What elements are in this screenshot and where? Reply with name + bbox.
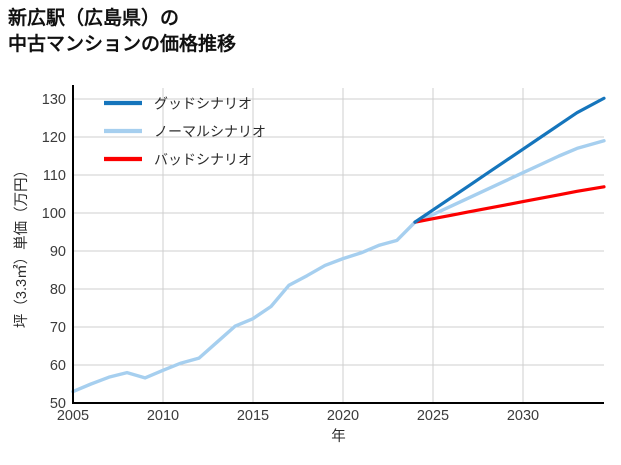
- y-tick-label: 110: [43, 168, 66, 184]
- y-tick-label: 80: [50, 282, 66, 298]
- x-tick-label: 2020: [327, 408, 359, 424]
- legend-label-bad: バッドシナリオ: [154, 152, 252, 168]
- legend-label-normal: ノーマルシナリオ: [154, 124, 266, 140]
- y-tick-label: 90: [50, 244, 66, 260]
- grid-layer: [73, 88, 604, 404]
- y-tick-label: 100: [42, 206, 66, 222]
- x-tick-label: 2015: [237, 408, 269, 424]
- x-tick-label: 2005: [57, 408, 89, 424]
- axis-layer: [71, 85, 604, 405]
- y-tick-label: 50: [50, 396, 66, 412]
- y-tick-label: 60: [50, 358, 66, 374]
- x-axis-title: 年: [331, 428, 346, 445]
- series-layer: [71, 96, 606, 394]
- series-line-normal: [71, 139, 606, 394]
- y-tick-label: 70: [50, 320, 66, 336]
- legend-label-good: グッドシナリオ: [154, 96, 252, 112]
- x-tick-label: 2010: [147, 408, 179, 424]
- x-tick-label: 2030: [507, 408, 539, 424]
- tick-label-layer: 50 60 70 80 90 100 110 120 130 2005 2010 2015 2020 20…: [42, 92, 539, 424]
- chart-title: 新広駅（広島県）の 中古マンションの価格推移: [8, 8, 237, 56]
- y-tick-label: 130: [42, 92, 66, 108]
- axis-title-layer: 年 坪（3.3㎡）単価（万円）: [13, 163, 346, 445]
- series-line-bad: [413, 185, 606, 224]
- series-line-good: [413, 96, 606, 224]
- x-tick-label: 2025: [417, 408, 449, 424]
- y-axis-title: 坪（3.3㎡）単価（万円）: [13, 163, 30, 328]
- y-tick-label: 120: [42, 130, 66, 146]
